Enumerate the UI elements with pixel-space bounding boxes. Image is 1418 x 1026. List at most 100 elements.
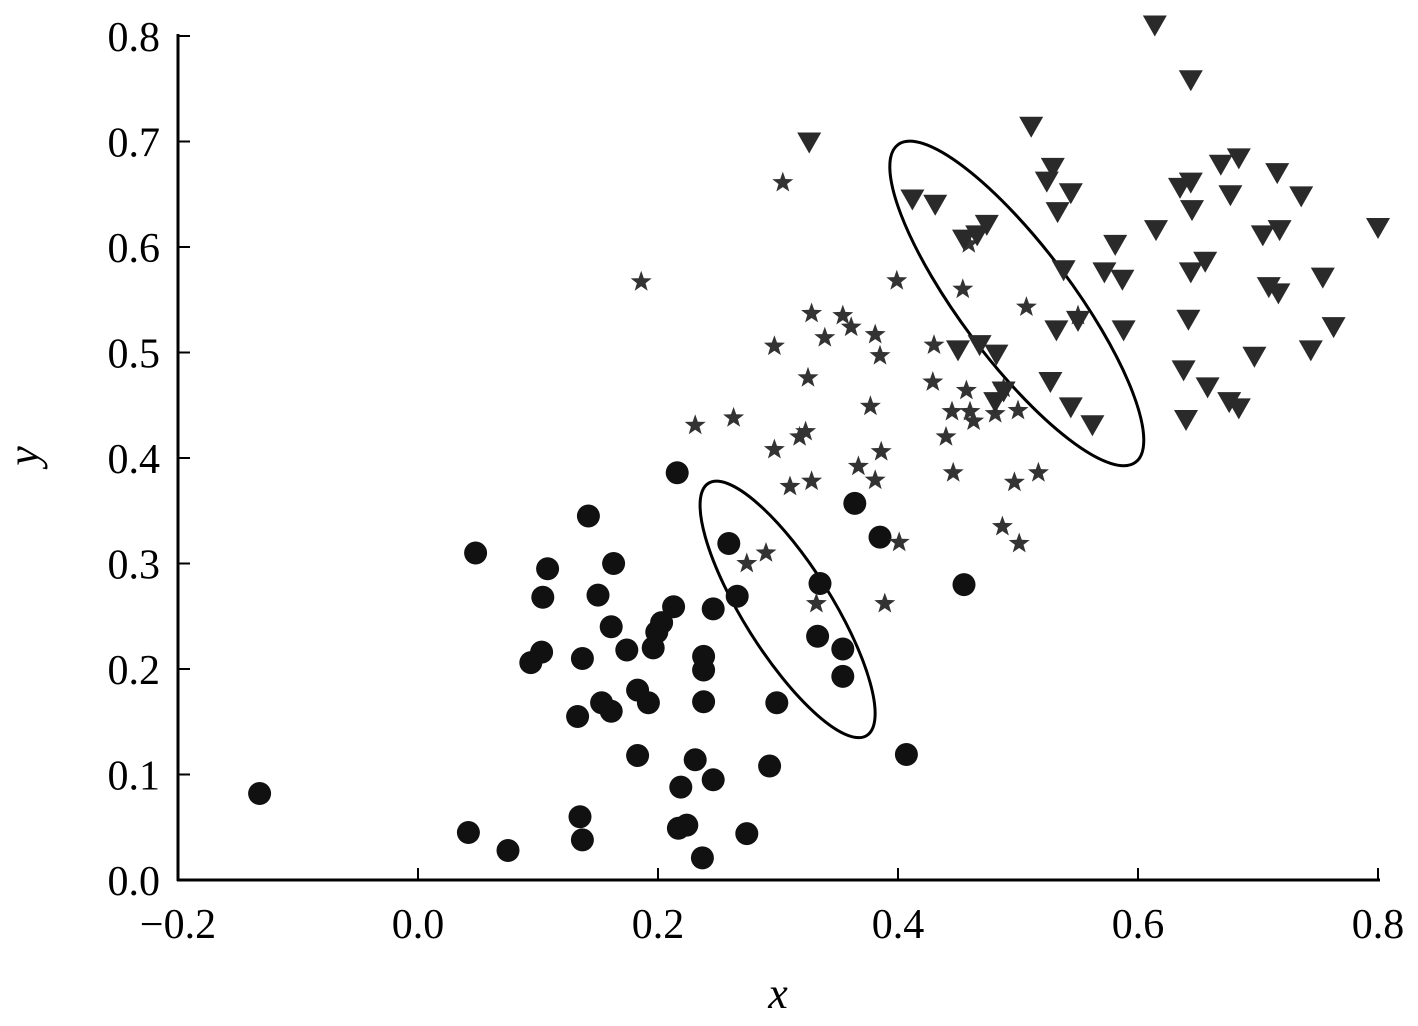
circle-point: [570, 828, 594, 852]
star-point: [847, 455, 869, 476]
triangle-point: [1110, 269, 1135, 291]
y-tick-label: 0.7: [108, 121, 161, 167]
circle-point: [568, 805, 592, 829]
star-point: [859, 395, 881, 416]
star-point: [886, 269, 908, 290]
star-point: [923, 334, 945, 354]
triangle-point: [965, 225, 990, 247]
circle-point: [626, 744, 650, 768]
circle-point: [692, 658, 716, 682]
y-tick-label: 0.8: [108, 15, 161, 61]
star-point: [779, 475, 801, 496]
x-tick-label: −0.2: [140, 902, 216, 948]
triangle-point: [1103, 234, 1128, 256]
star-point: [952, 278, 974, 299]
triangle-point: [1289, 186, 1314, 208]
star-point: [888, 531, 910, 552]
star-point: [1003, 471, 1025, 492]
triangle-point: [1019, 116, 1044, 138]
triangle-point: [1267, 220, 1292, 242]
star-point: [840, 316, 862, 337]
circle-point: [456, 821, 480, 845]
star-point: [763, 335, 785, 356]
circle-point: [599, 615, 623, 639]
circle-point: [683, 748, 707, 772]
triangle-point: [1040, 157, 1065, 179]
circle-point: [843, 491, 867, 515]
triangle-point: [984, 344, 1009, 366]
circle-point: [602, 552, 626, 575]
star-point: [874, 592, 896, 613]
circle-point: [615, 638, 639, 662]
star-point: [935, 425, 957, 446]
circle-point: [735, 822, 759, 846]
triangle-point: [1044, 320, 1069, 342]
circle-point: [599, 699, 623, 723]
triangle-point: [1226, 398, 1251, 420]
x-tick-label: 0.8: [1352, 902, 1405, 948]
triangle-point: [797, 132, 822, 154]
triangle-point: [946, 340, 970, 362]
x-axis-label: x: [767, 969, 788, 1018]
star-point: [958, 232, 980, 253]
circle-point: [894, 742, 918, 766]
triangle-point: [1178, 172, 1203, 194]
star-point: [801, 470, 823, 491]
star-point: [922, 371, 944, 391]
star-point: [1015, 296, 1037, 316]
star-point: [736, 552, 758, 573]
circle-point: [701, 597, 725, 621]
triangle-point: [952, 229, 976, 251]
triangle-point: [1178, 262, 1203, 284]
star-point: [814, 326, 836, 347]
star-point: [772, 171, 794, 192]
triangle-point: [991, 381, 1016, 403]
star-point: [941, 400, 963, 421]
y-axis-label: y: [0, 446, 48, 470]
triangle-point: [1195, 377, 1220, 399]
star-point: [789, 425, 811, 446]
triangle-point: [1142, 15, 1167, 37]
triangle-point: [1058, 397, 1083, 419]
triangle-point: [1144, 220, 1168, 242]
star-point: [1007, 399, 1029, 420]
y-tick-label: 0.5: [108, 332, 161, 378]
circle-point: [576, 504, 600, 528]
star-point: [630, 270, 652, 291]
circle-point: [570, 646, 594, 670]
triangle-point: [1038, 372, 1063, 394]
star-point: [1027, 461, 1049, 482]
triangle-point: [1178, 70, 1203, 92]
axes: [176, 34, 1380, 882]
star-point: [801, 302, 823, 323]
circle-point: [464, 541, 488, 565]
star-point: [684, 414, 706, 435]
star-point: [870, 440, 892, 461]
circle-point: [531, 585, 555, 609]
triangle-point: [967, 335, 992, 357]
star-point: [955, 379, 977, 400]
triangle-point: [1092, 262, 1117, 284]
circle-point: [496, 838, 520, 862]
circle-point: [717, 531, 741, 555]
star-point: [942, 461, 964, 482]
triangle-point: [1176, 309, 1201, 331]
circle-point: [692, 690, 716, 714]
star-point: [797, 366, 819, 387]
circle-point: [758, 754, 782, 778]
triangle-point: [1265, 163, 1290, 185]
triangle-point: [1321, 317, 1346, 339]
star-point: [763, 438, 785, 459]
circle-point: [536, 557, 560, 581]
star-point: [805, 592, 827, 613]
circle-point: [868, 525, 892, 549]
triangle-point: [1051, 260, 1076, 282]
triangle-point: [1111, 320, 1136, 342]
star-point: [755, 542, 777, 562]
y-tick-label: 0.4: [108, 437, 161, 483]
triangle-point: [1366, 218, 1390, 240]
circle-point: [725, 584, 749, 608]
triangle-point: [1242, 346, 1267, 368]
triangle-point: [1310, 267, 1335, 289]
